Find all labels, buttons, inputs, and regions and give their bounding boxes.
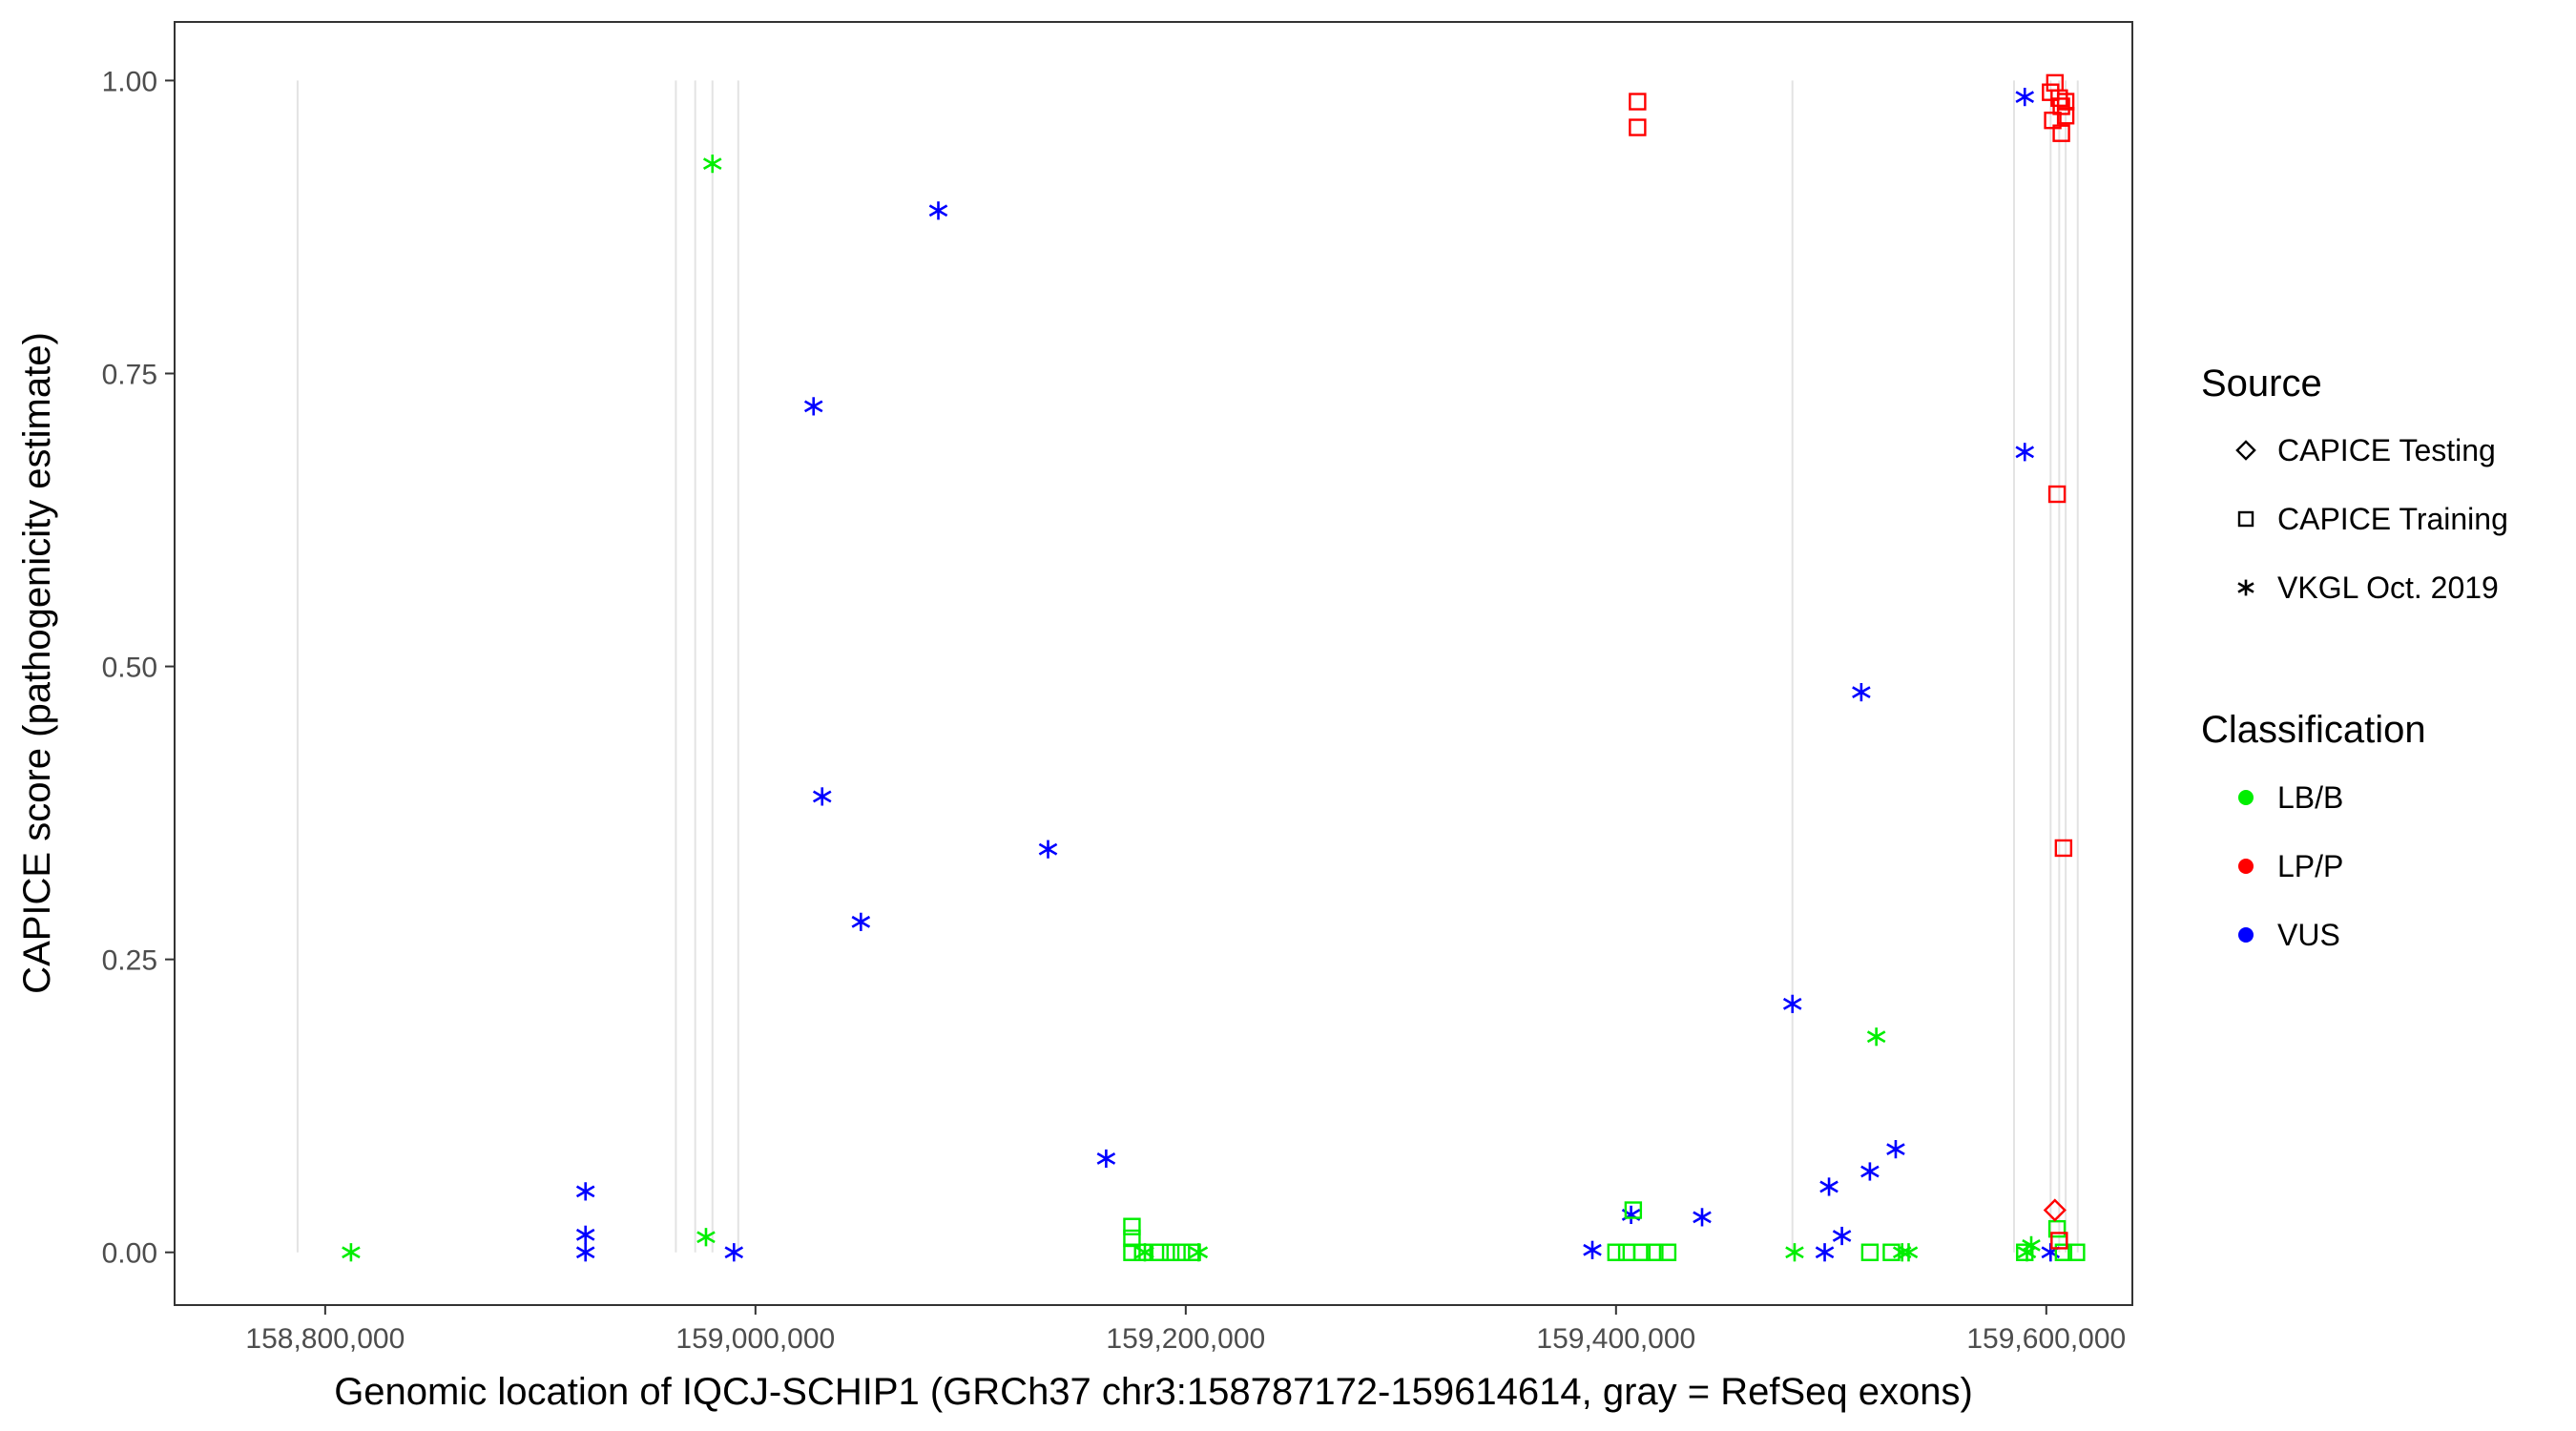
data-point — [1624, 1201, 1643, 1219]
data-point — [1866, 1027, 1886, 1047]
legend-key-dot — [2238, 927, 2254, 943]
data-point — [1583, 1240, 1602, 1259]
x-tick-label: 159,000,000 — [675, 1323, 835, 1355]
data-point — [1133, 1243, 1152, 1261]
data-point — [1173, 1243, 1191, 1261]
data-point — [1658, 1243, 1677, 1261]
y-tick-label: 0.50 — [102, 653, 157, 684]
data-point — [1815, 1243, 1835, 1262]
x-tick-label: 158,800,000 — [245, 1323, 405, 1355]
data-point — [1785, 1243, 1804, 1262]
data-point — [1832, 1226, 1852, 1246]
data-point — [1123, 1217, 1141, 1235]
legend-class-label: LB/B — [2277, 780, 2343, 815]
y-tick-label: 1.00 — [102, 66, 157, 97]
data-point — [2047, 485, 2067, 504]
data-point — [1782, 994, 1802, 1013]
legend-class-label: LP/P — [2277, 849, 2343, 883]
data-point — [2056, 107, 2075, 125]
data-point — [1151, 1243, 1169, 1261]
data-point — [1161, 1243, 1180, 1261]
data-point — [342, 1243, 361, 1262]
legend-source-label: CAPICE Testing — [2277, 433, 2496, 467]
x-axis: 158,800,000 159,000,000 159,200,000 159,400… — [245, 1305, 2126, 1355]
legend-source-label: VKGL Oct. 2019 — [2277, 570, 2499, 605]
data-point — [1886, 1140, 1905, 1159]
legend-source-items: CAPICE Testing CAPICE Training VKGL Oct. 2… — [2235, 433, 2508, 605]
data-point — [724, 1243, 744, 1262]
data-point — [1882, 1243, 1901, 1261]
data-point — [1860, 1162, 1880, 1181]
data-point — [1038, 840, 1058, 859]
plot-panel-border — [174, 21, 2133, 1306]
data-point — [575, 1243, 595, 1262]
data-point — [1123, 1229, 1141, 1248]
data-point — [702, 155, 722, 174]
x-tick-label: 159,600,000 — [1966, 1323, 2126, 1355]
data-point — [2052, 124, 2070, 142]
legend-class-label: VUS — [2277, 918, 2340, 952]
legend-source-title: Source — [2201, 363, 2322, 404]
data-point — [2046, 73, 2065, 93]
data-point — [1852, 682, 1871, 702]
data-point — [1189, 1243, 1209, 1262]
data-point — [928, 201, 948, 220]
legend-classification-items: LB/B LP/P VUS — [2238, 780, 2343, 952]
data-point — [2015, 443, 2035, 462]
data-point — [1646, 1243, 1664, 1261]
x-axis-title: Genomic location of IQCJ-SCHIP1 (GRCh37 … — [334, 1371, 1973, 1413]
x-tick-label: 159,200,000 — [1106, 1323, 1265, 1355]
data-point — [575, 1225, 595, 1244]
exon-lines — [296, 80, 2079, 1253]
data-point — [2052, 97, 2070, 115]
data-point — [812, 787, 832, 806]
data-point — [1819, 1177, 1839, 1196]
data-point — [1632, 1243, 1652, 1261]
legend-classification-title: Classification — [2201, 709, 2426, 751]
legend-key-diamond — [2235, 440, 2256, 461]
data-point — [1096, 1149, 1116, 1169]
data-point — [2050, 1232, 2068, 1250]
data-point — [2067, 1243, 2086, 1261]
data-point — [2056, 93, 2075, 111]
data-point — [2043, 1198, 2067, 1222]
y-axis: 0.00 0.25 0.50 0.75 1.00 — [102, 66, 175, 1270]
legend: Source CAPICE Testing CAPICE Training VKGL… — [2201, 363, 2508, 952]
legend-key-asterisk — [2237, 579, 2254, 596]
data-points — [342, 73, 2086, 1262]
data-point — [803, 397, 823, 416]
data-point — [2047, 1219, 2067, 1238]
legend-source-label: CAPICE Training — [2277, 502, 2508, 536]
y-tick-label: 0.25 — [102, 945, 157, 977]
data-point — [2054, 839, 2073, 858]
data-point — [696, 1228, 716, 1247]
data-point — [1123, 1243, 1141, 1261]
data-point — [575, 1182, 595, 1201]
data-point — [851, 912, 871, 931]
data-point — [1629, 118, 1647, 136]
x-tick-label: 159,400,000 — [1536, 1323, 1695, 1355]
data-point — [2054, 1243, 2073, 1261]
y-axis-title: CAPICE score (pathogenicity estimate) — [16, 332, 58, 994]
data-point — [1629, 93, 1647, 111]
legend-key-square — [2237, 510, 2254, 528]
data-point — [2016, 1243, 2034, 1261]
data-point — [1860, 1243, 1880, 1261]
y-tick-label: 0.75 — [102, 359, 157, 390]
data-point — [1183, 1243, 1201, 1261]
data-point — [1899, 1243, 1919, 1262]
legend-key-dot — [2238, 859, 2254, 874]
data-point — [1693, 1208, 1712, 1227]
legend-key-dot — [2238, 790, 2254, 805]
data-point — [2015, 88, 2035, 107]
data-point — [1617, 1243, 1636, 1261]
data-point — [1607, 1243, 1626, 1261]
y-tick-label: 0.00 — [102, 1238, 157, 1270]
